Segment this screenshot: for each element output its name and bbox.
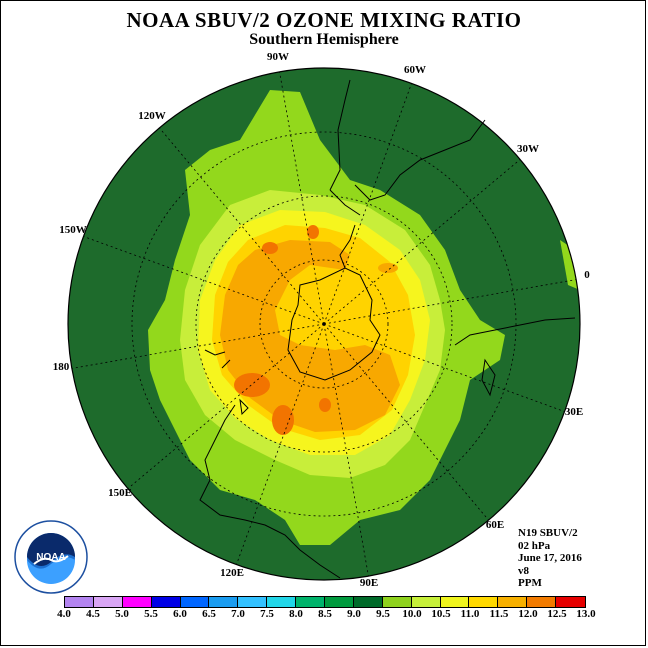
colorbar-tick-label: 7.5 [260, 608, 274, 620]
colorbar-tick-label: 4.5 [86, 608, 100, 620]
colorbar-tick-label: 13.0 [576, 608, 596, 620]
colorbar-swatch [353, 597, 383, 607]
madagascar-coast [481, 358, 496, 397]
colorbar [64, 596, 586, 608]
colorbar-swatch [411, 597, 441, 607]
colorbar-swatch [122, 597, 152, 607]
colorbar-swatch [238, 597, 268, 607]
colorbar-tick-label: 12.5 [547, 608, 567, 620]
ozone-level-12-0-spot [319, 398, 331, 412]
pressure-level-label: 02 hPa [518, 539, 551, 552]
colorbar-swatch [325, 597, 354, 607]
lon-label: 60W [404, 64, 426, 76]
coastlines [199, 79, 576, 579]
lon-label: 90W [267, 51, 289, 63]
lon-label: 30E [565, 406, 583, 418]
logo-text: NOAA [36, 552, 65, 563]
ozone-level-12-0-spot [272, 405, 294, 435]
colorbar-tick-label: 5.5 [144, 608, 158, 620]
colorbar-tick-label: 9.0 [347, 608, 361, 620]
colorbar-swatch [209, 597, 239, 607]
colorbar-swatch [267, 597, 297, 607]
colorbar-swatch [180, 597, 210, 607]
longitude-labels: 90W 60W 30W 0 30E 60E 90E 120E 150E 180 … [53, 51, 591, 589]
date-label: June 17, 2016 [518, 552, 582, 564]
colorbar-tick-label: 11.0 [460, 608, 480, 620]
colorbar-tick-label: 11.5 [489, 608, 509, 620]
colorbar-swatch [556, 597, 586, 607]
ozone-level-12-0-spot [307, 225, 319, 239]
lon-label: 150W [59, 224, 87, 236]
lon-label: 0 [584, 269, 590, 281]
ozone-level-12-0-spot [262, 242, 278, 254]
south-america-coast [329, 79, 486, 216]
colorbar-tick-label: 8.0 [289, 608, 303, 620]
satellite-label: N19 SBUV/2 [518, 527, 578, 539]
lon-label: 90E [360, 577, 378, 589]
colorbar-swatch [469, 597, 499, 607]
colorbar-swatch [527, 597, 557, 607]
colorbar-tick-label: 10.0 [402, 608, 422, 620]
colorbar-tick-label: 4.0 [57, 608, 71, 620]
colorbar-swatch [65, 597, 94, 607]
colorbar-swatch [151, 597, 181, 607]
map-boundary [67, 67, 581, 581]
colorbar-tick-label: 5.0 [115, 608, 129, 620]
lon-label: 120E [220, 567, 244, 579]
lon-label: 120W [138, 110, 166, 122]
colorbar-swatch [382, 597, 412, 607]
tasmania-coast [239, 398, 249, 416]
colorbar-tick-label: 12.0 [518, 608, 538, 620]
antarctica-coast [287, 267, 381, 381]
map-title: NOAA SBUV/2 OZONE MIXING RATIO [126, 8, 522, 32]
colorbar-tick-label: 8.5 [318, 608, 332, 620]
version-label: v8 [518, 564, 529, 577]
colorbar-swatch [498, 597, 528, 607]
antarctic-peninsula [339, 224, 356, 269]
units-label: PPM [518, 577, 542, 589]
colorbar-tick-label: 10.5 [431, 608, 451, 620]
colorbar-tick-label: 6.0 [173, 608, 187, 620]
africa-coast [454, 317, 576, 346]
lon-label: 150E [108, 487, 132, 499]
ozone-level-11-5-spot [378, 263, 398, 273]
colorbar-tick-label: 6.5 [202, 608, 216, 620]
colorbar-swatch [93, 597, 123, 607]
colorbar-tick-label: 9.5 [376, 608, 390, 620]
colorbar-tick-label: 7.0 [231, 608, 245, 620]
colorbar-swatch [440, 597, 470, 607]
australia-coast [199, 404, 341, 579]
new-zealand-coast [204, 349, 231, 369]
info-block: N19 SBUV/2 02 hPa June 17, 2016 v8 PPM [518, 527, 582, 590]
colorbar-tick-labels: 4.0 4.5 5.0 5.5 6.0 6.5 7.0 7.5 8.0 8.5 9.0 9.5 10.0… [0, 608, 648, 622]
noaa-logo: NOAA [14, 520, 88, 594]
colorbar-swatch [296, 597, 326, 607]
latitude-circles [131, 131, 517, 517]
map-subtitle: Southern Hemisphere [249, 31, 399, 48]
lon-label: 180 [53, 361, 70, 373]
lon-label: 30W [517, 143, 539, 155]
lon-label: 60E [486, 519, 504, 531]
ozone-level-12-0-spot [234, 373, 270, 397]
